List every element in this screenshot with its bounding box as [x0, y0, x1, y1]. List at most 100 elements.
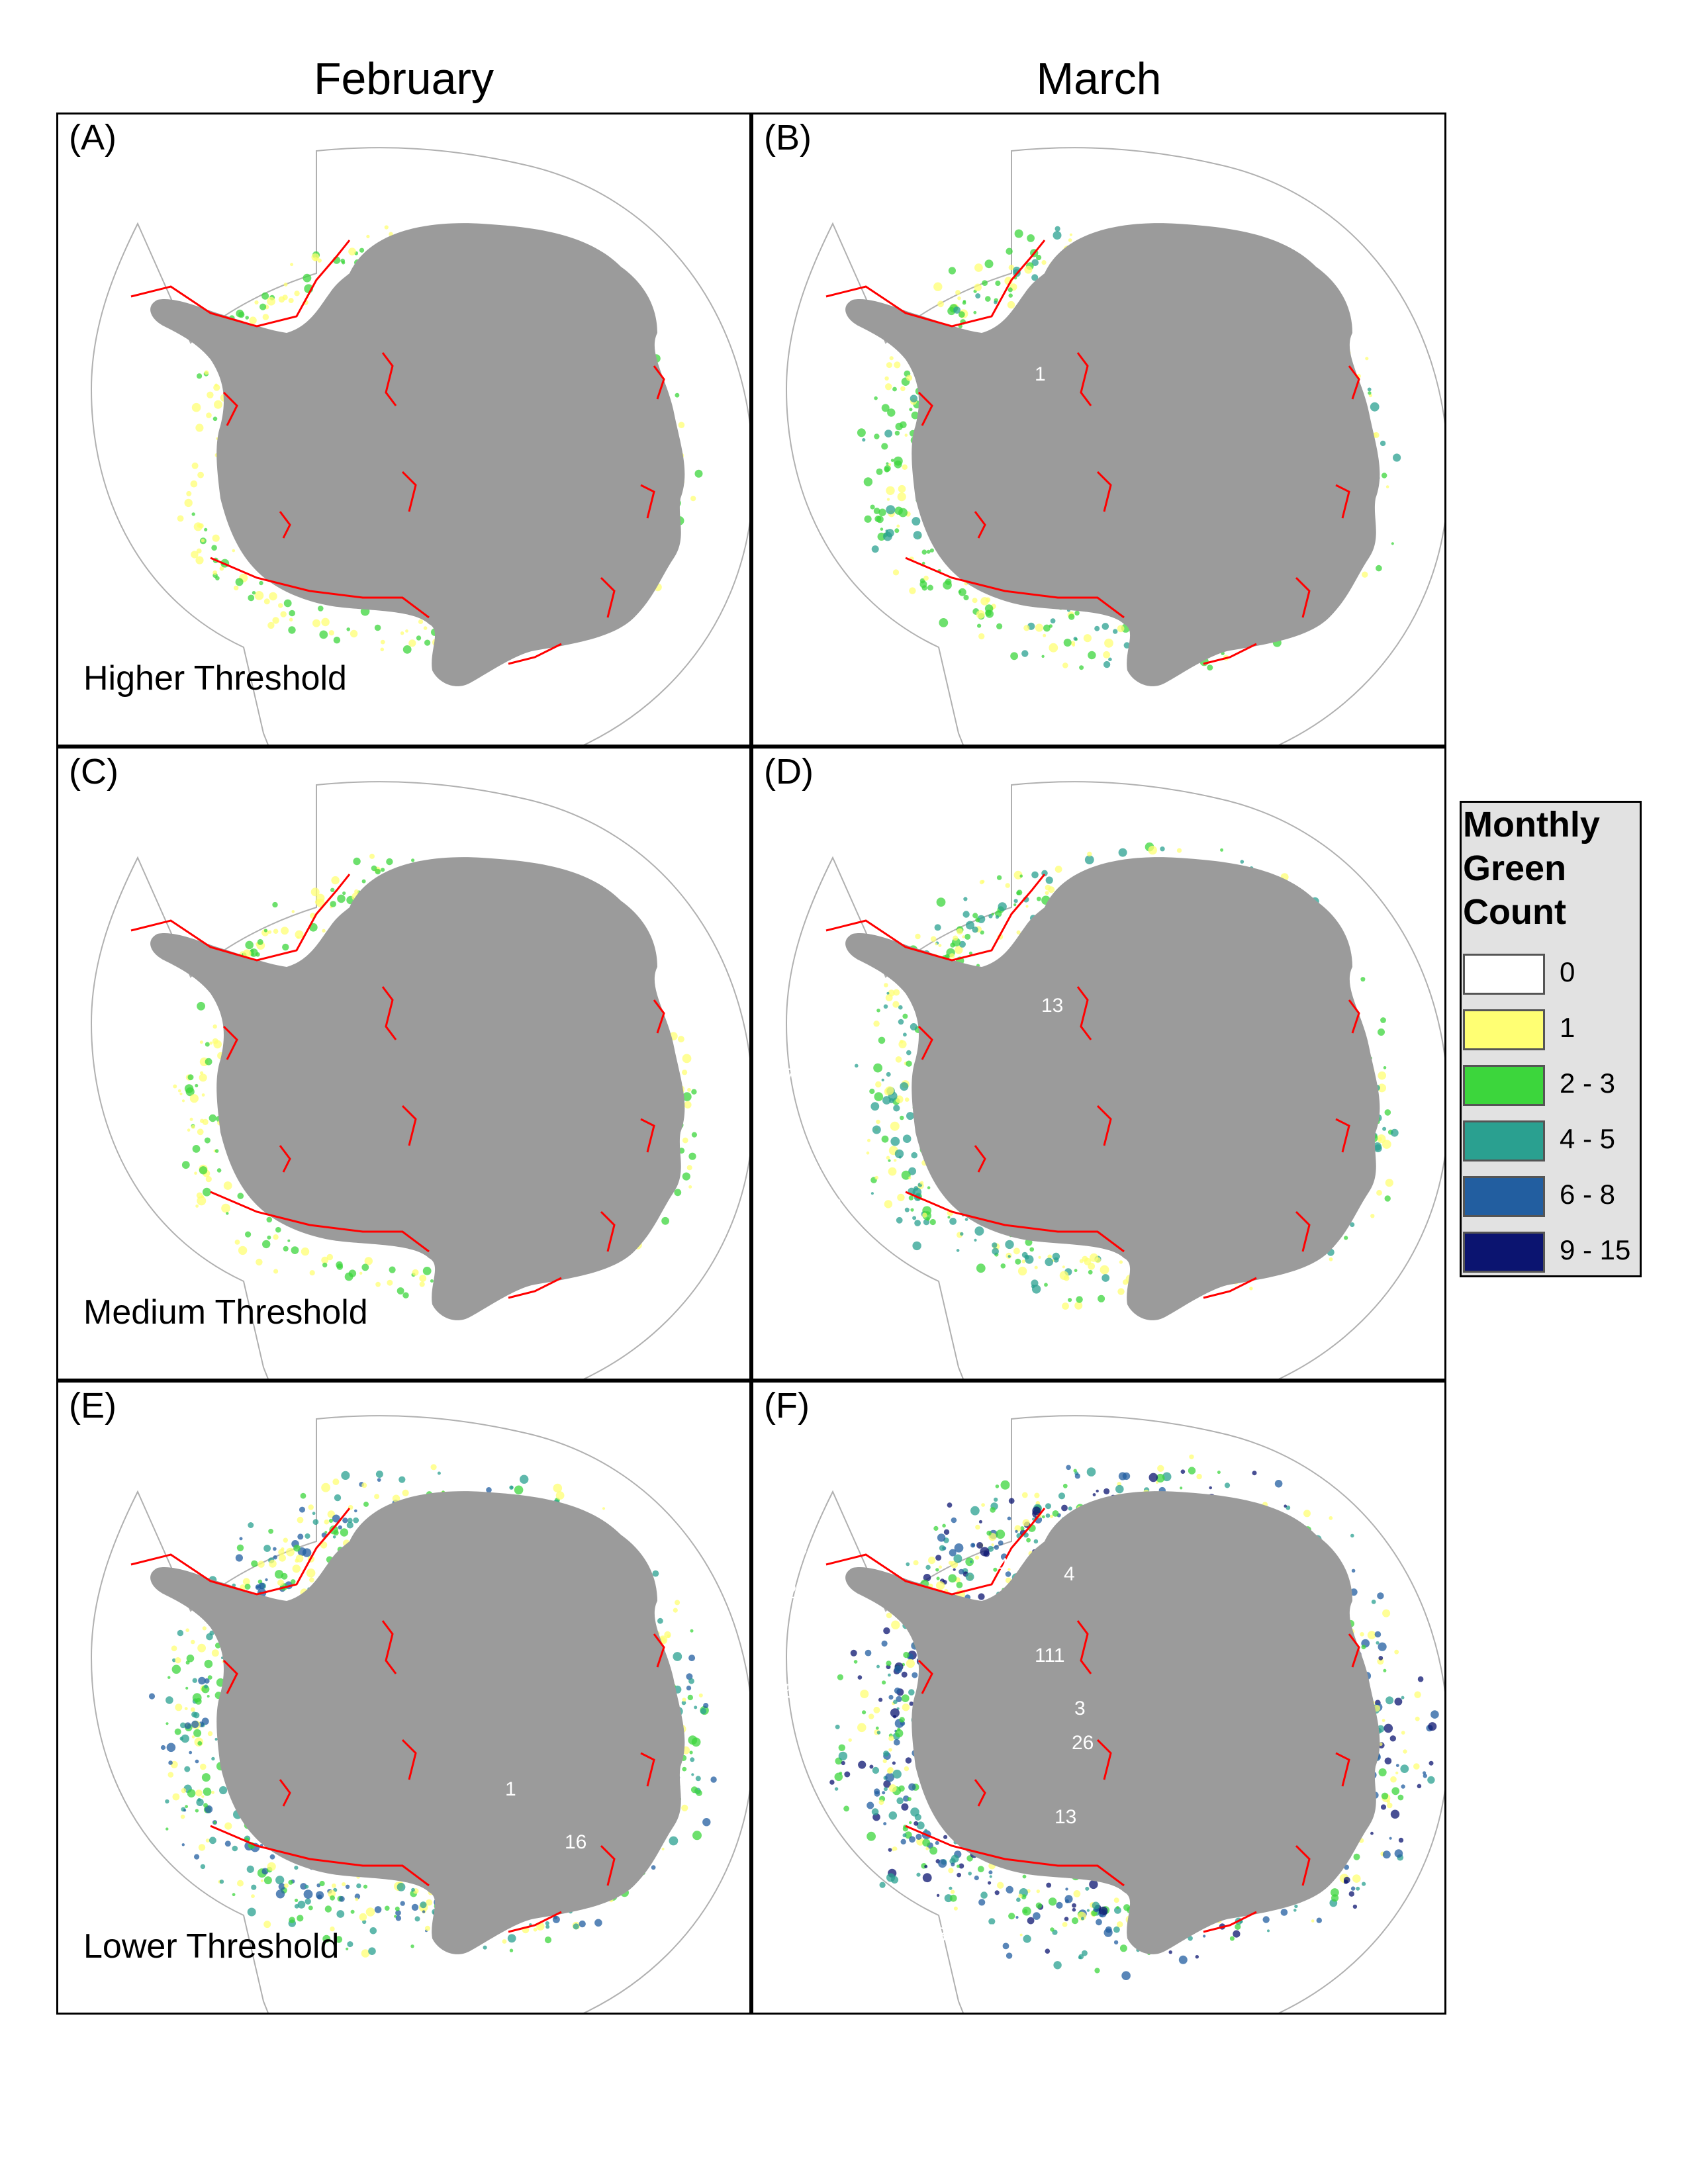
count-label: 1: [720, 614, 731, 635]
region-boundary: [1096, 471, 1112, 512]
region-boundary: [905, 1825, 1125, 1887]
count-label: 2: [720, 1514, 731, 1535]
region-boundary: [653, 1633, 665, 1668]
region-boundary: [917, 1659, 933, 1694]
count-label: 1: [833, 1196, 845, 1218]
legend-label: 0: [1560, 956, 1575, 987]
region-boundary: [401, 1739, 417, 1780]
count-label: 3: [720, 1553, 731, 1575]
survey-region-outline: [785, 147, 1444, 745]
legend-swatch: [1463, 1232, 1545, 1273]
legend-label: 6 - 8: [1560, 1179, 1616, 1210]
region-boundary: [279, 1145, 291, 1173]
region-boundary: [1295, 576, 1311, 618]
region-boundary: [653, 365, 665, 400]
column-title-february: February: [313, 54, 494, 104]
count-label: 14: [780, 1828, 802, 1850]
region-boundary: [640, 1118, 655, 1153]
region-boundary: [279, 511, 291, 539]
region-boundary: [640, 1752, 655, 1787]
count-label: 42: [773, 1786, 795, 1808]
threshold-label: Lower Threshold: [83, 1927, 340, 1966]
legend-title-line: Green: [1463, 848, 1567, 888]
map-panel-f: 127 7 25 4 4 1 111 65 3 26 16 42 13 14 237 1 3 58 (F): [751, 1381, 1446, 2015]
region-boundary: [1076, 986, 1092, 1040]
region-boundary: [508, 1911, 562, 1933]
region-boundary: [381, 352, 397, 406]
legend-title-line: Count: [1463, 892, 1566, 932]
region-boundary: [130, 240, 351, 328]
legend-title: Monthly Green Count: [1463, 803, 1642, 934]
region-boundary: [1076, 1620, 1092, 1674]
region-boundary: [222, 1659, 238, 1694]
count-label: 111: [1035, 1645, 1065, 1666]
legend-label: 1: [1560, 1012, 1575, 1043]
threshold-label: Higher Threshold: [83, 659, 347, 698]
region-boundary: [1203, 1277, 1257, 1299]
region-boundary: [130, 1508, 351, 1596]
count-label: 65: [773, 1680, 795, 1702]
legend-swatch: [1463, 954, 1545, 995]
panel-label: (C): [69, 752, 118, 792]
region-boundary: [600, 1210, 616, 1252]
region-boundary: [381, 986, 397, 1040]
legend: Monthly Green Count 0 1 2 - 3 4 - 5 6 - 8 9 -…: [1460, 801, 1642, 1277]
panel-label: (F): [764, 1386, 810, 1426]
region-boundary: [974, 511, 986, 539]
region-boundary: [600, 576, 616, 618]
region-boundary: [1295, 1844, 1311, 1886]
region-boundary: [210, 1191, 430, 1253]
legend-swatch: [1463, 1009, 1545, 1050]
count-label: 3: [935, 1924, 947, 1946]
count-label: 7: [796, 1547, 808, 1569]
region-boundary: [905, 557, 1125, 619]
count-label: 1: [505, 1778, 516, 1800]
map-panel-e: 2 2 1 3 1 16 11 2 (E) Lower Threshold: [56, 1381, 751, 2015]
map-panel-a: 1 (A) Higher Threshold: [56, 113, 751, 747]
region-boundary: [917, 1025, 933, 1060]
count-label: 1: [773, 1639, 784, 1661]
legend-swatch: [1463, 1176, 1545, 1217]
survey-region-outline: [90, 1415, 749, 2013]
antarctica-map: 1: [90, 147, 749, 745]
count-label: 13: [1055, 1806, 1076, 1828]
count-label: 1: [839, 614, 850, 635]
legend-swatch: [1463, 1065, 1545, 1106]
count-label: 11: [720, 1878, 741, 1899]
count-label: 2: [998, 1274, 1009, 1296]
count-label: 1: [1035, 1872, 1046, 1894]
count-label: 2: [720, 1531, 731, 1553]
panel-label: (B): [764, 118, 812, 158]
antarctica-landmass: [845, 1491, 1380, 1954]
count-label: 4: [773, 1151, 784, 1173]
region-boundary: [1348, 999, 1360, 1034]
map-panel-c: 3 (C) Medium Threshold: [56, 747, 751, 1381]
count-label: 17: [773, 1065, 795, 1087]
legend-label: 9 - 15: [1560, 1234, 1631, 1265]
region-boundary: [825, 1508, 1046, 1596]
region-boundary: [130, 874, 351, 962]
region-boundary: [1348, 1633, 1360, 1668]
region-boundary: [905, 1191, 1125, 1253]
region-boundary: [1203, 643, 1257, 665]
count-label: 4: [998, 1555, 1009, 1576]
count-label: 2: [720, 1907, 731, 1929]
count-label: 1: [720, 1527, 731, 1549]
antarctica-map: 13 17 4 1 13 2: [773, 781, 1444, 1379]
region-boundary: [1348, 365, 1360, 400]
region-boundary: [1335, 1118, 1350, 1153]
region-boundary: [1203, 1911, 1257, 1933]
count-label: 16: [565, 1831, 586, 1853]
region-boundary: [508, 1277, 562, 1299]
region-boundary: [1076, 352, 1092, 406]
region-boundary: [222, 1025, 238, 1060]
survey-region-outline: [785, 781, 1444, 1379]
region-boundary: [653, 999, 665, 1034]
region-boundary: [825, 874, 1046, 962]
survey-region-outline: [90, 781, 749, 1379]
legend-title-line: Monthly: [1463, 805, 1600, 844]
antarctica-landmass: [845, 223, 1380, 686]
antarctica-landmass: [150, 1491, 685, 1954]
region-boundary: [917, 391, 933, 426]
